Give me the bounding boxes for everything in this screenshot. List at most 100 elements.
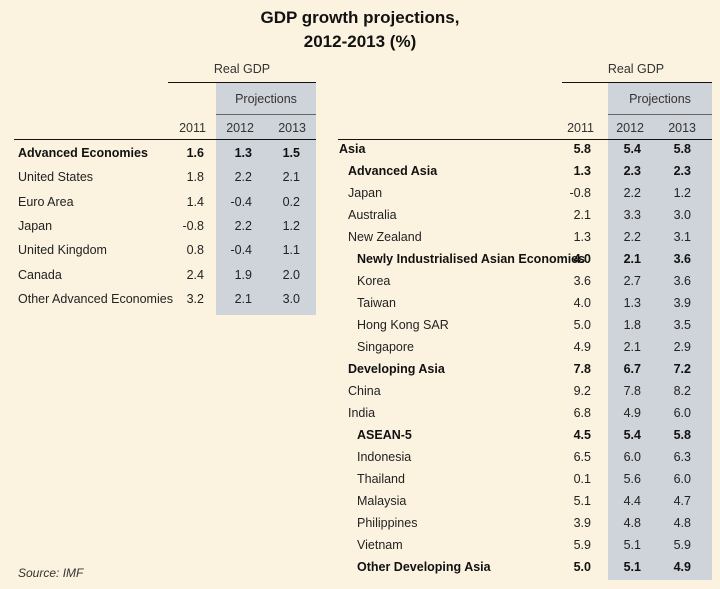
row-label: Singapore [357, 340, 414, 354]
row-value-2013: 4.8 [673, 516, 691, 530]
row-value-2011: -0.8 [569, 186, 591, 200]
row-value-2011: 3.9 [573, 516, 591, 530]
row-value-2013: 5.8 [673, 142, 691, 156]
left-year-2012: 2012 [226, 121, 254, 135]
row-value-2013: 8.2 [673, 384, 691, 398]
row-value-2013: 6.0 [673, 406, 691, 420]
row-value-2012: 1.3 [623, 296, 641, 310]
table-row: Korea 3.6 2.7 3.6 [339, 270, 711, 292]
table-row: Taiwan 4.0 1.3 3.9 [339, 292, 711, 314]
row-value-2012: 5.4 [623, 428, 641, 442]
row-value-2011: 2.4 [186, 267, 204, 282]
row-label: Philippines [357, 516, 418, 530]
title-line-2: 2012-2013 (%) [303, 32, 417, 51]
row-value-2013: 1.2 [282, 218, 300, 233]
row-value-2011: 1.6 [186, 146, 204, 160]
row-value-2012: 5.1 [623, 560, 641, 574]
table-row: Thailand 0.1 5.6 6.0 [339, 468, 711, 490]
right-year-2013: 2013 [668, 121, 696, 135]
row-label: India [348, 406, 376, 420]
row-value-2013: 3.1 [673, 230, 691, 244]
chart-title: GDP growth projections, 2012-2013 (%) [0, 6, 720, 54]
left-projections-shading [216, 83, 316, 315]
row-label: Japan [348, 186, 383, 200]
table-row: ASEAN-5 4.5 5.4 5.8 [339, 424, 711, 446]
row-value-2013: 4.9 [673, 560, 691, 574]
row-value-2011: -0.8 [182, 218, 204, 233]
left-projections-label: Projections [235, 92, 297, 106]
row-value-2012: 4.4 [623, 494, 641, 508]
row-value-2012: 2.2 [623, 186, 641, 200]
row-label: Taiwan [357, 296, 396, 310]
row-value-2011: 6.8 [573, 406, 591, 420]
table-row: Other Developing Asia 5.0 5.1 4.9 [339, 556, 711, 578]
row-value-2012: 1.3 [234, 146, 252, 160]
table-row: Vietnam 5.9 5.1 5.9 [339, 534, 711, 556]
row-value-2012: 2.7 [623, 274, 641, 288]
row-value-2012: 2.2 [623, 230, 641, 244]
right-projections-label: Projections [629, 92, 691, 106]
row-label: Asia [339, 142, 366, 156]
row-value-2013: 1.5 [282, 146, 300, 160]
row-value-2011: 5.9 [573, 538, 591, 552]
table-row: United States 1.8 2.2 2.1 [18, 166, 316, 188]
row-value-2011: 5.0 [573, 560, 591, 574]
row-value-2011: 0.1 [573, 472, 591, 486]
left-header-rule [168, 82, 316, 83]
table-row: Newly Industrialised Asian Economies 4.0 2… [339, 248, 711, 270]
table-row: Advanced Asia 1.3 2.3 2.3 [339, 160, 711, 182]
row-value-2011: 1.3 [573, 164, 591, 178]
row-label: Euro Area [18, 194, 74, 209]
row-value-2011: 4.9 [573, 340, 591, 354]
row-value-2013: 6.3 [673, 450, 691, 464]
row-value-2011: 6.5 [573, 450, 591, 464]
row-value-2013: 4.7 [673, 494, 691, 508]
row-label: Vietnam [357, 538, 403, 552]
table-row: Philippines 3.9 4.8 4.8 [339, 512, 711, 534]
row-value-2013: 3.9 [673, 296, 691, 310]
row-value-2011: 7.8 [573, 362, 591, 376]
row-label: Thailand [357, 472, 405, 486]
row-value-2013: 2.3 [673, 164, 691, 178]
table-row: Indonesia 6.5 6.0 6.3 [339, 446, 711, 468]
row-label: Malaysia [357, 494, 407, 508]
right-year-2011: 2011 [567, 121, 594, 135]
row-label: Canada [18, 267, 62, 282]
right-projections-rule [608, 114, 712, 115]
row-label: Indonesia [357, 450, 412, 464]
left-year-2011: 2011 [179, 121, 206, 135]
row-label: Japan [18, 218, 53, 233]
row-label: Korea [357, 274, 391, 288]
row-value-2013: 6.0 [673, 472, 691, 486]
row-value-2013: 2.9 [673, 340, 691, 354]
row-value-2012: -0.4 [230, 243, 252, 258]
row-value-2012: 2.1 [623, 252, 641, 266]
row-value-2012: 2.3 [623, 164, 641, 178]
row-value-2013: 2.1 [282, 170, 300, 185]
row-value-2011: 5.0 [573, 318, 591, 332]
right-projections-shading [608, 83, 712, 580]
row-value-2013: 3.0 [282, 291, 300, 306]
left-projections-rule [216, 114, 316, 115]
row-value-2013: 5.8 [673, 428, 691, 442]
row-label: Other Developing Asia [357, 560, 491, 574]
row-label: Hong Kong SAR [357, 318, 449, 332]
row-label: Other Advanced Economies [18, 291, 173, 306]
row-value-2011: 4.0 [573, 252, 591, 266]
row-label: United States [18, 170, 94, 185]
left-column-rule [14, 139, 316, 140]
row-value-2012: 2.2 [234, 218, 252, 233]
row-value-2012: 3.3 [623, 208, 641, 222]
row-value-2013: 7.2 [673, 362, 691, 376]
row-value-2011: 4.0 [573, 296, 591, 310]
row-value-2011: 5.1 [573, 494, 591, 508]
table-row: Japan -0.8 2.2 1.2 [339, 182, 711, 204]
table-row: Malaysia 5.1 4.4 4.7 [339, 490, 711, 512]
row-label: China [348, 384, 381, 398]
table-row: Asia 5.8 5.4 5.8 [339, 138, 711, 160]
row-value-2013: 5.9 [673, 538, 691, 552]
left-real-gdp-header: Real GDP [213, 62, 271, 76]
row-value-2012: 6.7 [623, 362, 641, 376]
row-value-2011: 2.1 [573, 208, 591, 222]
row-label: New Zealand [348, 230, 422, 244]
